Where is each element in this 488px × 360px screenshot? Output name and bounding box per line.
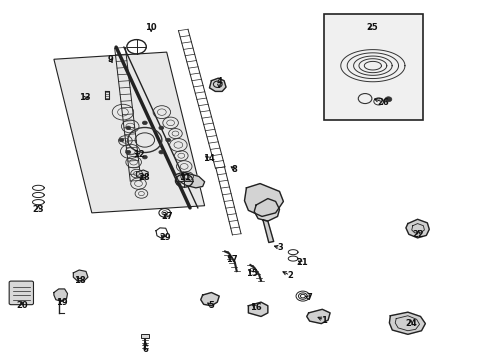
Text: 21: 21 bbox=[295, 258, 307, 267]
Circle shape bbox=[159, 126, 163, 130]
Polygon shape bbox=[405, 219, 428, 238]
Text: 28: 28 bbox=[138, 173, 150, 182]
Text: 4: 4 bbox=[216, 77, 222, 86]
Polygon shape bbox=[201, 293, 219, 306]
Polygon shape bbox=[136, 170, 148, 178]
Text: 15: 15 bbox=[246, 269, 258, 278]
Text: 12: 12 bbox=[132, 150, 144, 159]
Text: 5: 5 bbox=[208, 301, 214, 310]
Circle shape bbox=[142, 156, 147, 159]
Circle shape bbox=[125, 126, 130, 130]
Polygon shape bbox=[54, 289, 67, 301]
Polygon shape bbox=[209, 78, 225, 91]
Text: 20: 20 bbox=[16, 301, 27, 310]
Text: 22: 22 bbox=[412, 230, 424, 239]
Polygon shape bbox=[248, 302, 267, 316]
Circle shape bbox=[159, 150, 163, 154]
Polygon shape bbox=[175, 172, 204, 188]
Text: 19: 19 bbox=[56, 298, 67, 307]
Text: 24: 24 bbox=[404, 319, 416, 328]
Text: 11: 11 bbox=[179, 173, 191, 182]
Text: 6: 6 bbox=[142, 345, 148, 354]
Text: 1: 1 bbox=[321, 315, 326, 324]
Text: 29: 29 bbox=[159, 233, 170, 242]
Text: 17: 17 bbox=[225, 255, 237, 264]
Text: 23: 23 bbox=[33, 205, 44, 214]
Circle shape bbox=[384, 97, 391, 102]
Polygon shape bbox=[254, 199, 279, 221]
Polygon shape bbox=[306, 309, 329, 324]
Text: 2: 2 bbox=[286, 271, 292, 280]
Circle shape bbox=[125, 150, 130, 154]
Text: 25: 25 bbox=[365, 23, 377, 32]
Polygon shape bbox=[54, 52, 204, 213]
Text: 16: 16 bbox=[250, 303, 262, 312]
Bar bbox=[324, 14, 423, 120]
Polygon shape bbox=[388, 312, 425, 334]
Circle shape bbox=[142, 121, 147, 125]
Bar bbox=[141, 334, 149, 338]
Polygon shape bbox=[244, 184, 283, 216]
Polygon shape bbox=[73, 270, 88, 281]
Text: 26: 26 bbox=[377, 98, 388, 107]
Text: 8: 8 bbox=[231, 165, 237, 174]
Circle shape bbox=[119, 138, 123, 142]
Text: 18: 18 bbox=[74, 275, 86, 284]
Circle shape bbox=[165, 138, 170, 142]
Text: 27: 27 bbox=[161, 212, 172, 221]
Text: 13: 13 bbox=[79, 93, 91, 102]
Polygon shape bbox=[263, 220, 273, 243]
Text: 14: 14 bbox=[202, 154, 214, 163]
Text: 9: 9 bbox=[107, 55, 113, 64]
Text: 3: 3 bbox=[277, 243, 283, 252]
FancyBboxPatch shape bbox=[9, 281, 33, 305]
Text: 10: 10 bbox=[145, 23, 157, 32]
Text: 7: 7 bbox=[306, 293, 312, 302]
